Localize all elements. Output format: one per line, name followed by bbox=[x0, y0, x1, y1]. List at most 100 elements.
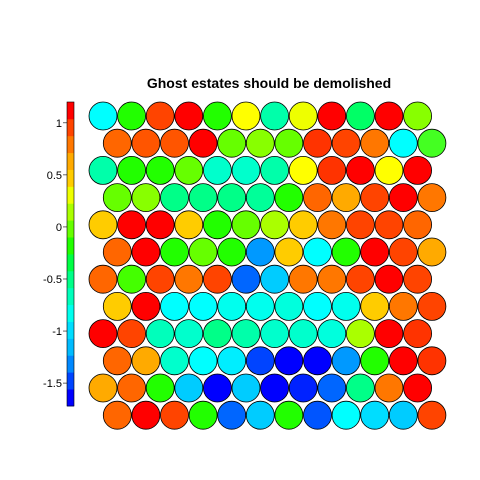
hex-cell bbox=[145, 373, 175, 403]
hex-cell bbox=[417, 128, 447, 158]
hex-cell bbox=[260, 101, 290, 131]
hex-cell bbox=[388, 400, 418, 430]
hex-cell bbox=[388, 291, 418, 321]
hex-cell bbox=[260, 373, 290, 403]
colorbar-tick-label: -1.5 bbox=[43, 378, 62, 390]
hex-cell bbox=[345, 210, 375, 240]
colorbar: 1 0.5 0 -0.5 -1 -1.5 bbox=[43, 101, 75, 407]
hex-cell bbox=[331, 346, 361, 376]
colorbar-tick-label: 0.5 bbox=[47, 170, 62, 182]
hex-cell bbox=[188, 183, 218, 213]
colorbar-segment bbox=[67, 389, 74, 407]
hex-cell bbox=[145, 264, 175, 294]
hex-cell bbox=[260, 319, 290, 349]
hex-cell bbox=[317, 319, 347, 349]
hex-cell bbox=[231, 264, 261, 294]
hex-cell bbox=[160, 346, 189, 376]
hex-cell bbox=[303, 400, 332, 430]
hex-cell bbox=[131, 183, 161, 213]
hex-cell bbox=[345, 319, 375, 349]
hex-cell bbox=[88, 101, 118, 131]
hex-cell bbox=[403, 101, 433, 131]
hex-cell bbox=[417, 291, 447, 321]
hex-cell bbox=[417, 400, 447, 430]
hex-cell bbox=[174, 101, 204, 131]
hex-cell bbox=[260, 264, 290, 294]
hex-cell bbox=[188, 346, 218, 376]
hex-cell bbox=[160, 237, 189, 267]
hex-cell bbox=[388, 183, 418, 213]
colorbar-segment bbox=[67, 287, 74, 306]
hex-cell bbox=[117, 373, 147, 403]
chart-title: Ghost estates should be demolished bbox=[147, 75, 391, 91]
hex-cell bbox=[345, 101, 375, 131]
hex-cell bbox=[188, 128, 218, 158]
hex-cell bbox=[288, 319, 318, 349]
colorbar-segment bbox=[67, 372, 74, 390]
hex-cell bbox=[231, 155, 261, 185]
hex-cell bbox=[102, 237, 132, 267]
hex-cell bbox=[317, 264, 347, 294]
colorbar-segment bbox=[67, 102, 74, 120]
colorbar-segment bbox=[67, 135, 74, 154]
hex-cell bbox=[145, 210, 175, 240]
hex-cell bbox=[145, 101, 175, 131]
hex-cell bbox=[360, 183, 390, 213]
hex-cell bbox=[117, 264, 147, 294]
colorbar-tick-label: -1 bbox=[52, 326, 62, 338]
hex-cell bbox=[160, 183, 189, 213]
hex-cell bbox=[331, 128, 361, 158]
hex-cell bbox=[288, 101, 318, 131]
colorbar-segment bbox=[67, 270, 74, 289]
hex-cell bbox=[202, 210, 232, 240]
hex-cell bbox=[374, 101, 404, 131]
colorbar-segment bbox=[67, 237, 74, 255]
hex-cell bbox=[245, 400, 275, 430]
hex-cell bbox=[374, 210, 404, 240]
hex-cell bbox=[245, 346, 275, 376]
hex-cell bbox=[188, 400, 218, 430]
hex-cell bbox=[174, 373, 204, 403]
hex-cell bbox=[88, 210, 118, 240]
hex-cell bbox=[274, 237, 304, 267]
hex-cell bbox=[345, 155, 375, 185]
hex-cell bbox=[174, 210, 204, 240]
hex-cell bbox=[217, 291, 247, 321]
hex-cell bbox=[188, 291, 218, 321]
colorbar-segment bbox=[67, 186, 74, 204]
hex-cell bbox=[245, 183, 275, 213]
colorbar-frame bbox=[66, 101, 75, 407]
hex-cell bbox=[345, 264, 375, 294]
colorbar-tick-label: 0 bbox=[56, 222, 62, 234]
hex-cell bbox=[202, 319, 232, 349]
hex-cell bbox=[217, 183, 247, 213]
colorbar-tick-label: -0.5 bbox=[43, 274, 62, 286]
hex-cell bbox=[360, 237, 390, 267]
hex-cell bbox=[374, 319, 404, 349]
hex-cell bbox=[202, 101, 232, 131]
hex-cell bbox=[217, 128, 247, 158]
hex-cell bbox=[88, 155, 118, 185]
hex-cell bbox=[317, 155, 347, 185]
hex-cell bbox=[160, 400, 189, 430]
hex-cell bbox=[374, 264, 404, 294]
hex-cell bbox=[88, 264, 118, 294]
hex-cell bbox=[117, 155, 147, 185]
hex-cell bbox=[88, 373, 118, 403]
hex-cell bbox=[231, 210, 261, 240]
hex-cell bbox=[417, 183, 447, 213]
hex-cell bbox=[145, 155, 175, 185]
hex-cell bbox=[160, 291, 189, 321]
hex-cell bbox=[202, 373, 232, 403]
hex-cell bbox=[303, 183, 332, 213]
hex-cell bbox=[202, 264, 232, 294]
hex-cell bbox=[317, 373, 347, 403]
hex-cell bbox=[403, 155, 433, 185]
hex-cell bbox=[403, 319, 433, 349]
hex-cell bbox=[417, 346, 447, 376]
hex-cell bbox=[102, 291, 132, 321]
hex-cell bbox=[303, 128, 332, 158]
hex-cell bbox=[331, 291, 361, 321]
hex-cell bbox=[274, 183, 304, 213]
